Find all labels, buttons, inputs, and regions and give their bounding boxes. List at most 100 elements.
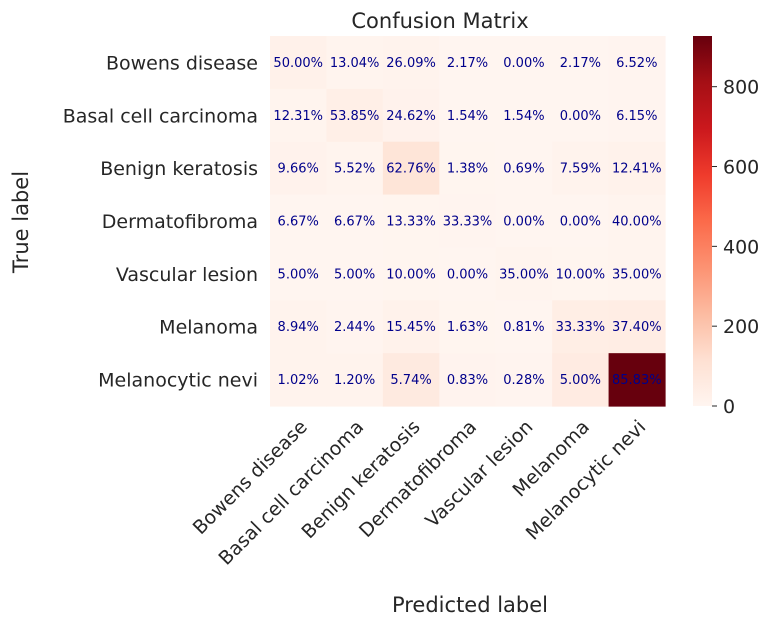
cell-annotation: 5.00% xyxy=(278,267,319,282)
y-tick-label: Dermatofibroma xyxy=(102,211,258,233)
heatmap-cell xyxy=(552,88,610,143)
heatmap-cell xyxy=(608,353,666,407)
cell-annotation: 15.45% xyxy=(386,320,436,335)
cell-annotation: 40.00% xyxy=(612,215,662,230)
cell-annotation: 0.00% xyxy=(503,215,544,230)
y-tick-label: Melanocytic nevi xyxy=(98,370,258,392)
cell-annotation: 0.00% xyxy=(560,215,601,230)
y-tick-label: Benign keratosis xyxy=(100,158,258,180)
colorbar-tick-label: 400 xyxy=(723,236,759,258)
heatmap-cell xyxy=(270,353,328,407)
colorbar-tick-label: 0 xyxy=(723,396,735,418)
heatmap-cell xyxy=(270,247,328,301)
cell-annotation: 85.83% xyxy=(612,373,662,388)
heatmap-cell xyxy=(326,300,384,354)
y-tick-label: Bowens disease xyxy=(106,52,258,74)
heatmap-cell xyxy=(608,194,666,249)
heatmap-cell xyxy=(552,194,610,249)
y-tick-labels: Bowens disease Basal cell carcinoma Benign… xyxy=(63,52,258,391)
cell-annotation: 24.62% xyxy=(386,109,436,124)
heatmap-cell xyxy=(439,36,497,90)
heatmap-cell xyxy=(552,141,610,196)
heatmap-annotations: 50.00% 13.04% 26.09% 2.17% 0.00% 2.17% 6.52% 12… xyxy=(273,56,661,388)
heatmap-cell xyxy=(608,88,666,143)
cell-annotation: 2.17% xyxy=(447,56,488,71)
cell-annotation: 5.00% xyxy=(334,267,375,282)
cell-annotation: 0.00% xyxy=(560,109,601,124)
cell-annotation: 35.00% xyxy=(612,267,662,282)
heatmap-cell xyxy=(439,194,497,249)
heatmap-cell xyxy=(495,194,553,249)
cell-annotation: 5.52% xyxy=(334,162,375,177)
heatmap-cell xyxy=(608,141,666,196)
heatmap-cell xyxy=(495,88,553,143)
cell-annotation: 1.38% xyxy=(447,162,488,177)
heatmap-cell xyxy=(326,247,384,301)
cell-annotation: 12.41% xyxy=(612,162,662,177)
x-axis-label: Predicted label xyxy=(392,593,548,617)
heatmap-cell xyxy=(552,300,610,354)
cell-annotation: 5.00% xyxy=(560,373,601,388)
cell-annotation: 9.66% xyxy=(278,162,319,177)
cell-annotation: 0.81% xyxy=(503,320,544,335)
cell-annotation: 0.69% xyxy=(503,162,544,177)
heatmap-cell xyxy=(382,247,440,301)
cell-annotation: 1.63% xyxy=(447,320,488,335)
cell-annotation: 2.44% xyxy=(334,320,375,335)
heatmap-cell xyxy=(270,194,328,249)
colorbar xyxy=(693,36,712,406)
heatmap-cell xyxy=(326,36,384,90)
cell-annotation: 37.40% xyxy=(612,320,662,335)
cell-annotation: 5.74% xyxy=(390,373,431,388)
colorbar-tick-label: 600 xyxy=(723,157,759,179)
cell-annotation: 13.33% xyxy=(386,215,436,230)
cell-annotation: 6.15% xyxy=(616,109,657,124)
heatmap-cell xyxy=(382,300,440,354)
heatmap-cell xyxy=(382,36,440,90)
cell-annotation: 1.54% xyxy=(447,109,488,124)
heatmap-cell xyxy=(495,353,553,407)
cell-annotation: 6.52% xyxy=(616,56,657,71)
cell-annotation: 0.00% xyxy=(503,56,544,71)
y-tick-label: Melanoma xyxy=(159,317,258,339)
cell-annotation: 62.76% xyxy=(386,162,436,177)
cell-annotation: 8.94% xyxy=(278,320,319,335)
colorbar-ticks: 0 200 400 600 800 xyxy=(712,77,759,418)
y-tick-label: Basal cell carcinoma xyxy=(63,105,258,127)
cell-annotation: 35.00% xyxy=(499,267,549,282)
cell-annotation: 10.00% xyxy=(556,267,606,282)
colorbar-tick-label: 800 xyxy=(723,77,759,99)
heatmap-cell xyxy=(495,247,553,301)
heatmap-cell xyxy=(439,300,497,354)
heatmap-cell xyxy=(270,141,328,196)
heatmap-cell xyxy=(326,141,384,196)
heatmap-cell xyxy=(326,88,384,143)
heatmap-cell xyxy=(495,36,553,90)
cell-annotation: 0.83% xyxy=(447,373,488,388)
cell-annotation: 12.31% xyxy=(273,109,323,124)
cell-annotation: 1.54% xyxy=(503,109,544,124)
heatmap-cell xyxy=(495,141,553,196)
cell-annotation: 2.17% xyxy=(560,56,601,71)
heatmap-cell xyxy=(439,141,497,196)
cell-annotation: 33.33% xyxy=(443,215,493,230)
heatmap-cell xyxy=(552,36,610,90)
heatmap-cell xyxy=(270,88,328,143)
cell-annotation: 26.09% xyxy=(386,56,436,71)
heatmap-cell xyxy=(382,88,440,143)
cell-annotation: 6.67% xyxy=(278,215,319,230)
cell-annotation: 10.00% xyxy=(386,267,436,282)
heatmap-cell xyxy=(552,353,610,407)
heatmap-cell xyxy=(270,300,328,354)
cell-annotation: 1.02% xyxy=(278,373,319,388)
cell-annotation: 0.28% xyxy=(503,373,544,388)
heatmap-cell xyxy=(326,353,384,407)
heatmap-cell xyxy=(270,36,328,90)
cell-annotation: 0.00% xyxy=(447,267,488,282)
heatmap-cell xyxy=(552,247,610,301)
heatmap-cell xyxy=(382,353,440,407)
colorbar-tick-label: 200 xyxy=(723,316,759,338)
heatmap-cell xyxy=(382,141,440,196)
